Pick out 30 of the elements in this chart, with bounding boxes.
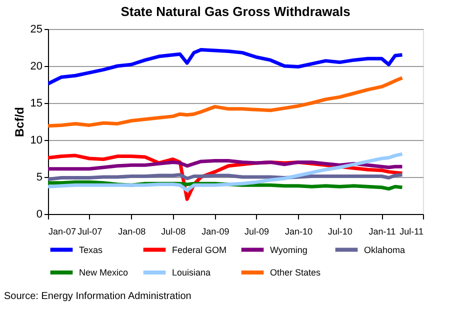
x-tick-label: Jan-09 (202, 226, 230, 236)
x-tick-label: Jul-08 (161, 226, 186, 236)
legend-label: Oklahoma (364, 244, 406, 255)
x-tick-label: Jan-11 (368, 226, 396, 236)
chart-title: State Natural Gas Gross Withdrawals (120, 4, 350, 19)
line-series (48, 158, 404, 171)
line-series (48, 152, 404, 192)
x-tick-label: Jul-09 (244, 226, 270, 236)
y-tick-label: 0 (36, 208, 42, 220)
line-series (48, 48, 404, 86)
legend-label: New Mexico (79, 268, 128, 278)
x-tick-label: Jan-08 (118, 226, 146, 236)
y-tick-label: 15 (30, 98, 42, 110)
y-tick-label: 20 (30, 60, 42, 72)
legend-label: Texas (79, 244, 104, 255)
legend-label: Other States (270, 268, 322, 278)
x-tick-label: Jul-07 (78, 226, 102, 236)
y-tick-label: 10 (30, 134, 42, 146)
legend-label: Wyoming (270, 244, 308, 255)
x-tick-label: Jan-10 (285, 226, 313, 236)
y-tick-label: 25 (30, 24, 42, 36)
line-series (48, 76, 404, 128)
source-note: Source: Energy Information Administration (4, 291, 192, 302)
y-tick-label: 5 (36, 172, 42, 184)
x-tick-label: Jul-11 (400, 226, 424, 236)
x-tick-label: Jul-10 (328, 226, 352, 236)
y-axis-title: Bcf/d (12, 107, 26, 137)
x-tick-label: Jan-07 (48, 226, 76, 236)
legend-label: Federal GOM (172, 244, 227, 255)
legend-label: Louisiana (172, 268, 211, 278)
